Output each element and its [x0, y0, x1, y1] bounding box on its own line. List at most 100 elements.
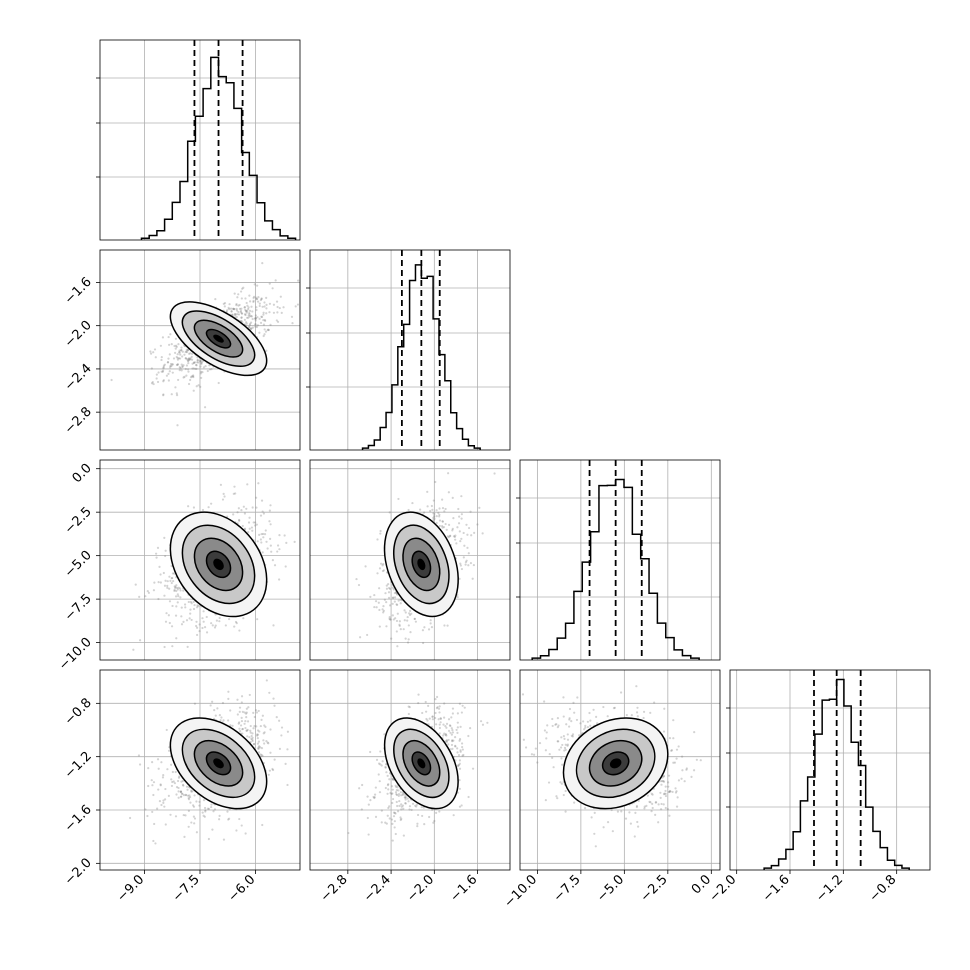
- scatter-point: [222, 719, 225, 722]
- scatter-point: [218, 814, 221, 817]
- scatter-point: [168, 600, 172, 603]
- scatter-point: [167, 614, 170, 617]
- scatter-point: [417, 693, 420, 696]
- scatter-point: [162, 571, 165, 575]
- scatter-point: [165, 728, 168, 732]
- pair-panel-3-2: [519, 669, 721, 871]
- scatter-point: [257, 482, 260, 485]
- scatter-point: [177, 790, 180, 793]
- scatter-point: [263, 533, 267, 536]
- scatter-point: [167, 357, 170, 360]
- scatter-point: [385, 822, 388, 825]
- scatter-point: [160, 761, 163, 764]
- scatter-point: [195, 626, 199, 629]
- scatter-point: [203, 406, 207, 409]
- scatter-point: [238, 817, 241, 821]
- scatter-point: [170, 342, 173, 346]
- scatter-point: [248, 294, 251, 297]
- scatter-point: [185, 619, 189, 622]
- scatter-point: [190, 821, 193, 824]
- scatter-point: [530, 753, 534, 756]
- scatter-point: [211, 624, 214, 627]
- scatter-point: [187, 357, 191, 360]
- scatter-point: [420, 806, 423, 809]
- scatter-point: [667, 785, 670, 788]
- scatter-point: [237, 722, 240, 725]
- scatter-point: [294, 305, 297, 308]
- scatter-point: [379, 529, 382, 533]
- scatter-point: [443, 716, 446, 719]
- scatter-point: [260, 718, 263, 721]
- scatter-point: [189, 357, 192, 360]
- scatter-point: [254, 323, 257, 326]
- scatter-point: [263, 305, 266, 308]
- scatter-point: [459, 562, 462, 565]
- scatter-point: [168, 621, 171, 625]
- scatter-point: [283, 534, 286, 537]
- scatter-point: [270, 550, 273, 553]
- scatter-point: [655, 801, 658, 804]
- scatter-point: [177, 595, 180, 598]
- scatter-point: [268, 282, 271, 285]
- scatter-point: [233, 625, 236, 628]
- scatter-point: [259, 298, 262, 302]
- scatter-point: [185, 351, 189, 354]
- scatter-point: [178, 587, 182, 590]
- scatter-point: [376, 572, 379, 575]
- scatter-point: [254, 314, 257, 317]
- scatter-point: [181, 783, 185, 787]
- scatter-point: [193, 794, 196, 797]
- scatter-point: [244, 712, 248, 715]
- scatter-point: [187, 370, 190, 373]
- scatter-point: [453, 736, 457, 739]
- scatter-point: [390, 818, 394, 821]
- scatter-point: [233, 308, 236, 311]
- scatter-point: [184, 793, 187, 796]
- scatter-point: [162, 364, 166, 367]
- scatter-point: [421, 711, 424, 715]
- scatter-point: [247, 316, 250, 319]
- scatter-point: [674, 787, 677, 790]
- scatter-point: [174, 585, 177, 589]
- scatter-point: [153, 581, 156, 584]
- scatter-point: [381, 760, 384, 763]
- scatter-point: [182, 364, 185, 367]
- scatter-point: [190, 602, 193, 605]
- scatter-point: [192, 375, 195, 379]
- scatter-point: [175, 344, 178, 347]
- panel-frame: [309, 249, 511, 451]
- scatter-point: [163, 536, 166, 539]
- scatter-point: [423, 823, 426, 826]
- scatter-point: [366, 633, 369, 637]
- scatter-point: [381, 564, 384, 567]
- scatter-point: [460, 567, 464, 571]
- scatter-point: [401, 804, 405, 807]
- scatter-point: [191, 367, 194, 370]
- scatter-point: [261, 823, 264, 827]
- scatter-point: [191, 375, 194, 378]
- scatter-point: [438, 524, 441, 528]
- scatter-point: [178, 366, 181, 369]
- scatter-point: [435, 723, 438, 726]
- scatter-point: [563, 737, 566, 740]
- scatter-point: [134, 583, 137, 586]
- scatter-point: [169, 364, 172, 368]
- hist-step-line-3: [763, 678, 910, 870]
- scatter-point: [458, 767, 462, 770]
- scatter-point: [433, 517, 436, 520]
- scatter-point: [171, 770, 174, 774]
- scatter-point: [391, 602, 394, 605]
- scatter-point: [178, 351, 181, 354]
- scatter-point: [230, 310, 233, 313]
- scatter-point: [269, 537, 272, 541]
- scatter-point: [186, 368, 190, 371]
- scatter-point: [172, 579, 175, 583]
- scatter-point: [179, 353, 182, 356]
- scatter-point: [379, 763, 382, 766]
- scatter-point: [163, 805, 166, 808]
- scatter-point: [223, 495, 226, 498]
- scatter-point: [455, 542, 458, 545]
- scatter-point: [222, 492, 225, 496]
- scatter-point: [256, 742, 260, 745]
- scatter-point: [189, 612, 192, 615]
